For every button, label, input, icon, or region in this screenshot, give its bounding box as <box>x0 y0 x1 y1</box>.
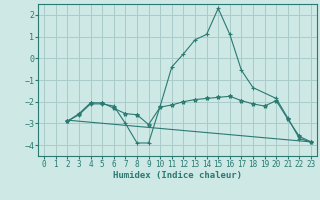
X-axis label: Humidex (Indice chaleur): Humidex (Indice chaleur) <box>113 171 242 180</box>
